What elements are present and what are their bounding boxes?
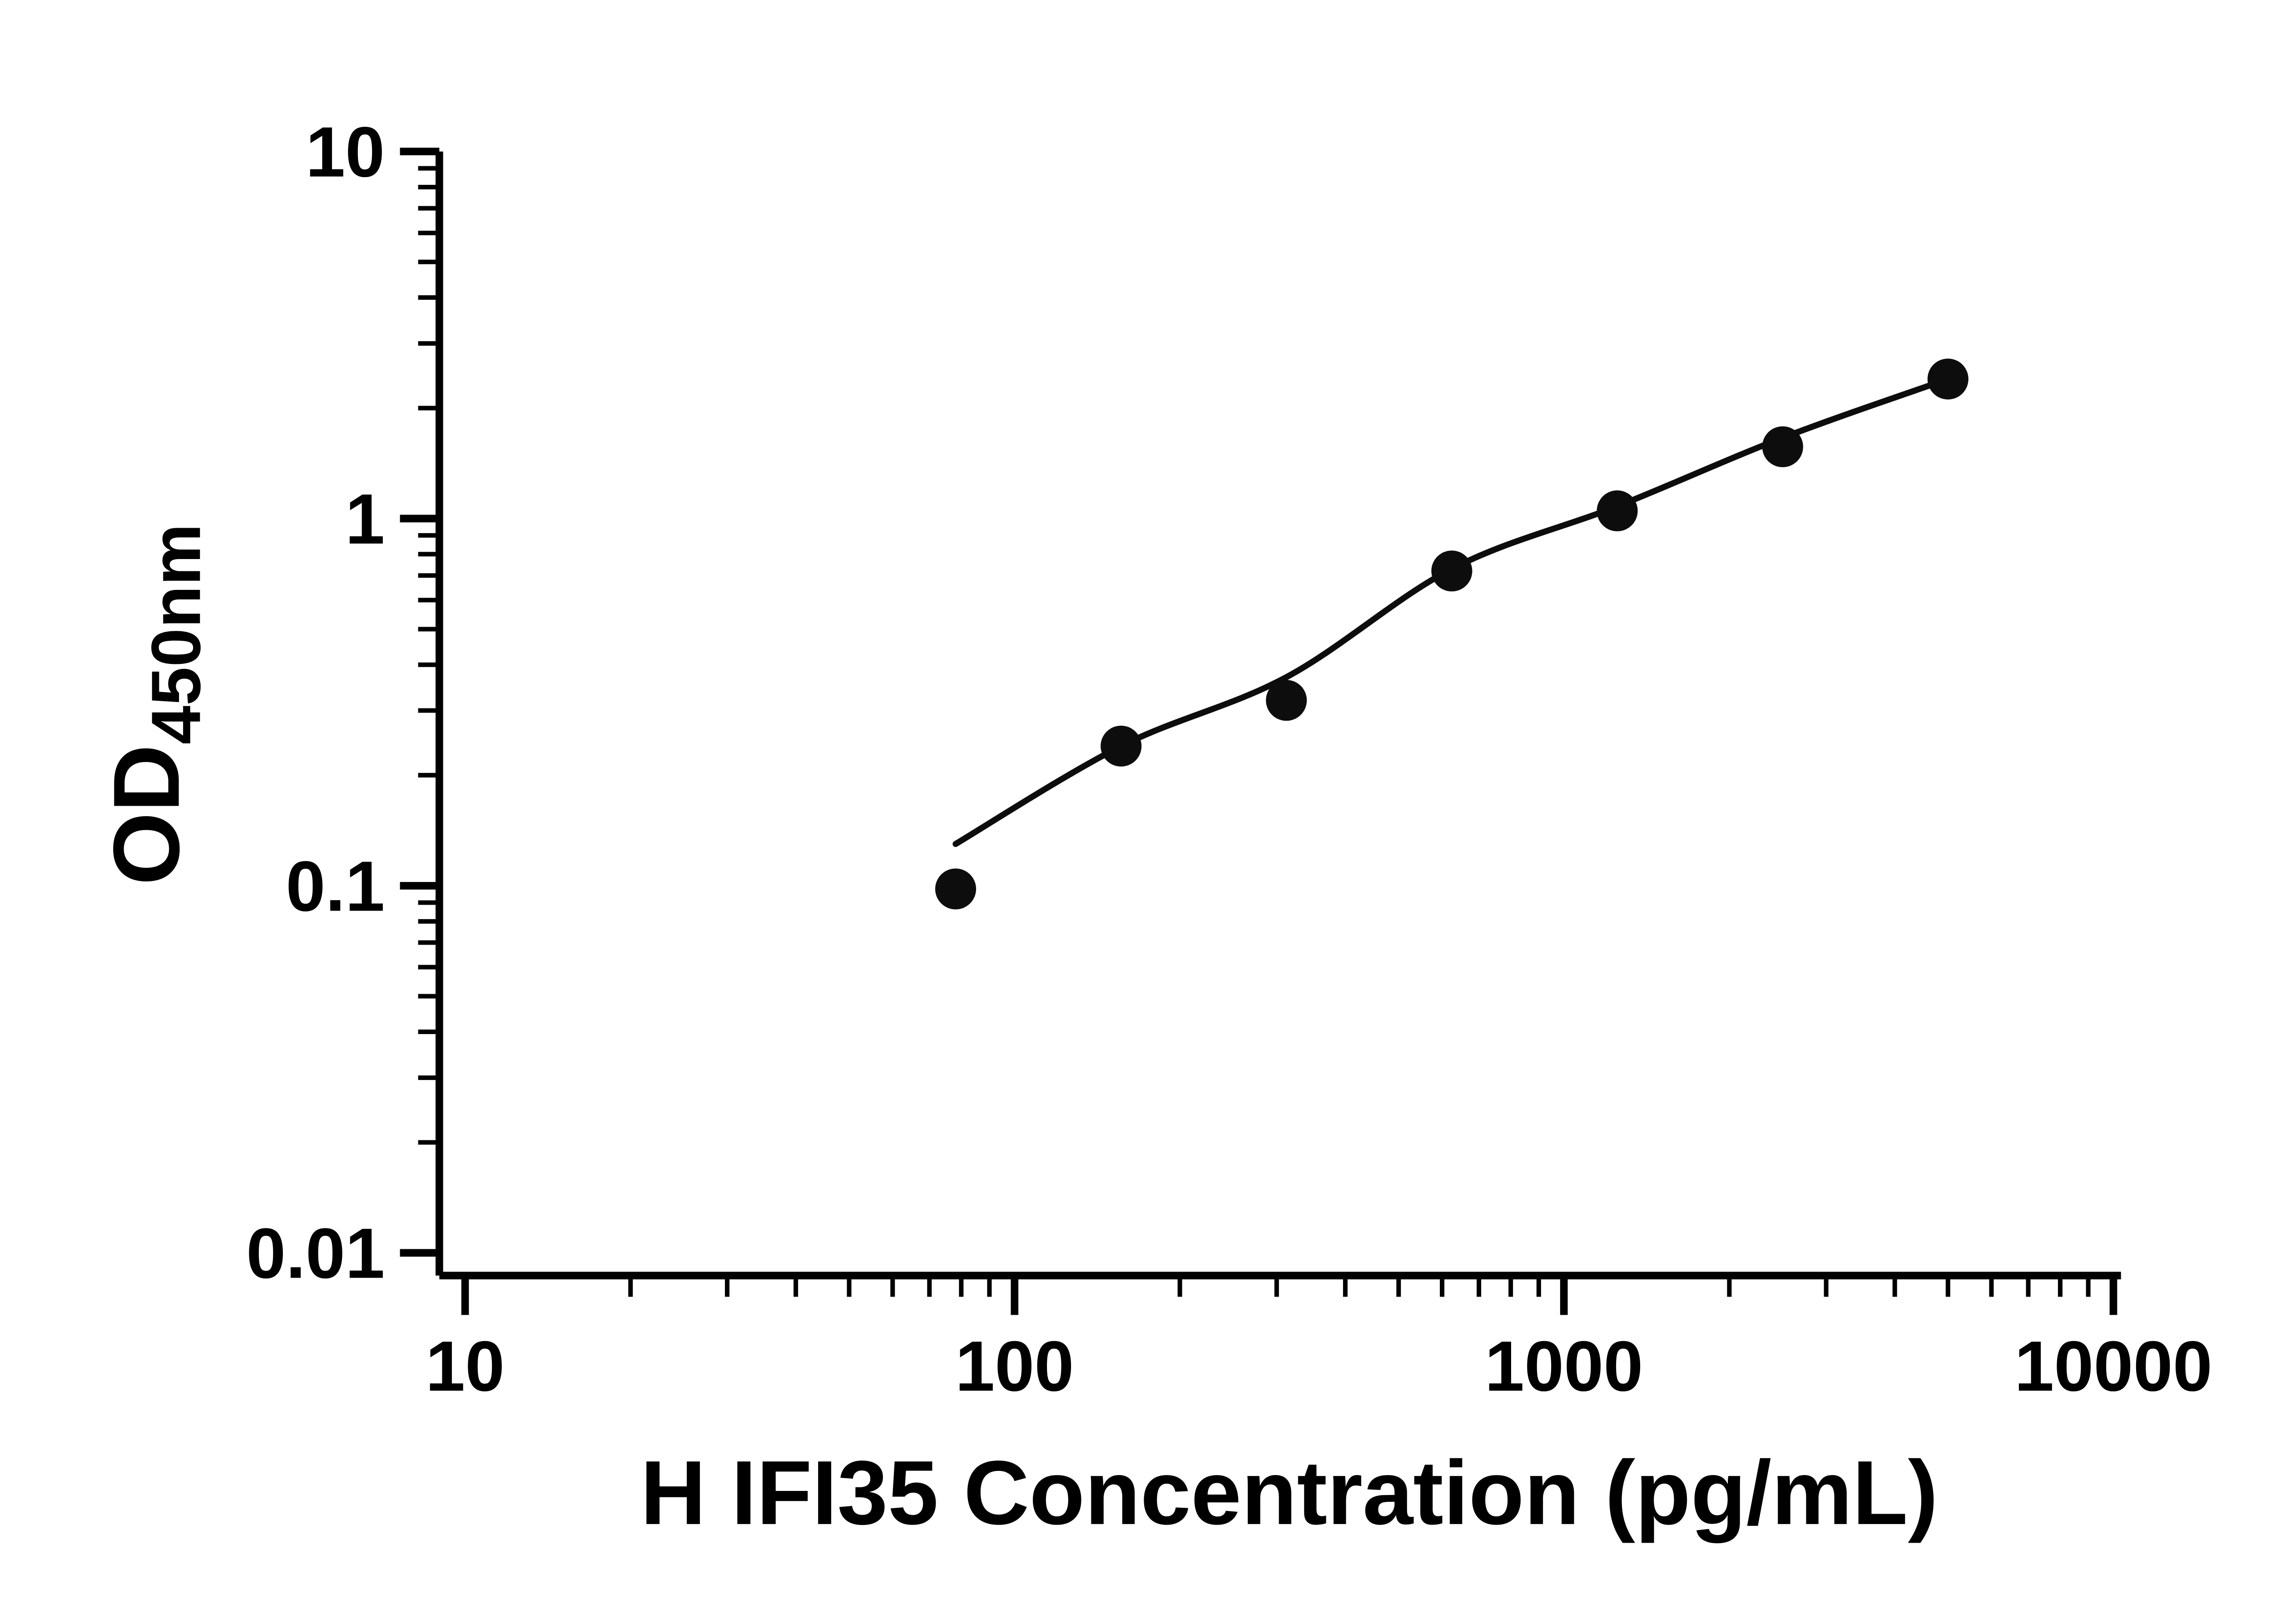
axis-labels-group: 0.01 0.1 1 10 10 100 1000 10000 H IFI35 Concentr… bbox=[94, 113, 2212, 1544]
data-point bbox=[1762, 426, 1803, 467]
y-tick-label: 0.1 bbox=[286, 847, 385, 926]
data-point bbox=[1597, 490, 1638, 531]
y-axis-title-main: OD bbox=[94, 744, 199, 885]
x-tick-label: 10 bbox=[426, 1327, 505, 1406]
data-point bbox=[935, 868, 977, 910]
y-axis-title-subscript: 450nm bbox=[137, 524, 215, 744]
data-points-group bbox=[935, 358, 1969, 910]
data-point bbox=[1431, 550, 1473, 592]
axes-group bbox=[400, 148, 2121, 1315]
y-tick-label: 1 bbox=[345, 480, 385, 559]
data-point bbox=[1266, 680, 1307, 721]
x-axis-title: H IFI35 Concentration (pg/mL) bbox=[640, 1442, 1938, 1544]
data-point bbox=[1927, 358, 1969, 400]
y-tick-label: 0.01 bbox=[246, 1214, 385, 1293]
x-tick-label: 1000 bbox=[1485, 1327, 1643, 1406]
x-tick-label: 100 bbox=[955, 1327, 1074, 1406]
y-tick-label: 10 bbox=[306, 113, 385, 192]
x-tick-label: 10000 bbox=[2014, 1327, 2212, 1406]
data-point bbox=[1101, 725, 1142, 767]
y-axis-title: OD450nm bbox=[94, 524, 215, 885]
